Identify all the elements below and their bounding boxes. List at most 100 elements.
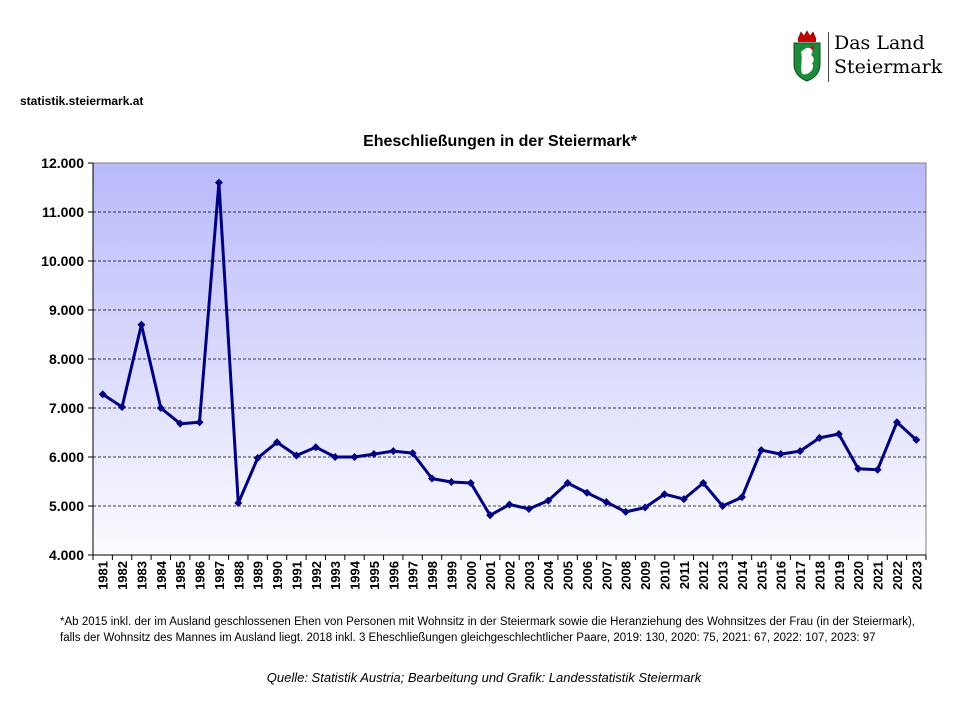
x-tick-label: 1992: [309, 561, 324, 590]
logo-text-das-land: Das Land: [834, 32, 925, 54]
site-url: statistik.steiermark.at: [20, 94, 144, 108]
x-tick-label: 1993: [328, 561, 343, 590]
data-point-1990: [273, 438, 282, 447]
data-point-1983: [137, 320, 146, 329]
x-axis-ticks: 1981 1982 1983 1984 1985 1986 1987 1988 1989 1990…: [92, 555, 927, 590]
x-tick-label: 2013: [716, 561, 731, 590]
data-point-2005: [563, 478, 572, 487]
x-tick-label: 2023: [909, 561, 924, 590]
x-tick-label: 1994: [348, 560, 363, 590]
y-tick-label: 6.000: [49, 449, 84, 465]
x-tick-label: 1983: [134, 561, 149, 590]
y-tick-label: 5.000: [49, 498, 84, 514]
x-tick-label: 1998: [425, 561, 440, 590]
y-tick-label: 11.000: [42, 204, 84, 220]
data-point-1992: [311, 443, 320, 452]
x-tick-label: 2017: [793, 561, 808, 590]
data-point-2007: [602, 498, 611, 507]
x-tick-label: 1989: [251, 561, 266, 590]
x-tick-label: 2015: [754, 561, 769, 590]
x-tick-label: 2022: [890, 561, 905, 590]
x-tick-label: 1991: [289, 561, 304, 590]
x-tick-label: 2018: [812, 561, 827, 590]
das-land-steiermark-logo: Das Land Steiermark: [790, 30, 942, 84]
data-point-1994: [350, 453, 359, 461]
data-point-1989: [253, 453, 262, 462]
data-point-2023: [912, 435, 921, 444]
data-point-2006: [582, 488, 591, 497]
x-tick-label: 2002: [503, 561, 518, 590]
data-point-2022: [892, 418, 901, 427]
data-point-1997: [408, 449, 417, 458]
data-point-2002: [505, 500, 514, 509]
data-point-1991: [292, 451, 301, 460]
logo-divider: [828, 32, 829, 82]
data-point-2010: [660, 490, 669, 499]
x-tick-label: 2021: [871, 561, 886, 590]
x-tick-label: 2012: [696, 561, 711, 590]
x-tick-label: 2014: [735, 560, 750, 590]
data-point-1986: [195, 418, 204, 427]
data-point-2012: [699, 478, 708, 487]
x-tick-label: 2001: [483, 561, 498, 590]
x-tick-label: 2007: [599, 561, 614, 590]
data-point-1999: [447, 477, 456, 486]
x-tick-label: 1986: [193, 561, 208, 590]
data-point-1984: [156, 404, 165, 412]
x-tick-label: 2008: [619, 561, 634, 590]
x-tick-label: 1985: [173, 561, 188, 590]
x-tick-label: 1999: [444, 561, 459, 590]
y-tick-label: 7.000: [49, 400, 84, 416]
data-point-1985: [176, 419, 185, 428]
x-tick-label: 2011: [677, 561, 692, 589]
data-point-2013: [718, 502, 727, 510]
y-tick-label: 12.000: [41, 155, 84, 171]
x-tick-label: 2009: [638, 561, 653, 590]
x-tick-label: 1990: [270, 561, 285, 590]
x-tick-label: 1987: [212, 561, 227, 590]
x-tick-label: 1997: [406, 561, 421, 590]
data-point-1988: [234, 499, 243, 508]
x-tick-label: 2005: [561, 561, 576, 590]
x-tick-label: 1988: [231, 561, 246, 590]
data-point-2021: [873, 465, 882, 474]
x-tick-label: 2020: [851, 561, 866, 590]
series-marriages: [98, 178, 921, 520]
x-tick-label: 2010: [657, 561, 672, 590]
y-tick-label: 10.000: [41, 253, 84, 269]
data-point-1987: [214, 178, 223, 187]
x-tick-label: 1984: [154, 560, 169, 590]
data-point-1993: [331, 453, 340, 461]
data-point-2000: [466, 478, 475, 487]
y-tick-label: 8.000: [49, 351, 84, 367]
data-point-1996: [389, 447, 398, 456]
data-point-2003: [524, 504, 533, 513]
y-tick-label: 4.000: [49, 547, 84, 563]
data-point-2011: [679, 495, 688, 504]
data-point-2014: [737, 493, 746, 502]
x-tick-label: 1995: [367, 561, 382, 590]
data-point-2016: [776, 450, 785, 459]
x-tick-label: 2016: [774, 561, 789, 590]
data-point-2019: [834, 429, 843, 438]
styrian-panther-crest-icon: [793, 30, 821, 82]
data-point-2020: [854, 464, 863, 473]
data-point-2001: [486, 511, 495, 520]
x-tick-label: 2003: [522, 561, 537, 590]
x-tick-label: 2004: [541, 560, 556, 590]
x-tick-label: 1982: [115, 561, 130, 590]
y-tick-label: 9.000: [49, 302, 84, 318]
data-point-2018: [815, 433, 824, 442]
data-point-2009: [641, 503, 650, 512]
chart-title: Eheschließungen in der Steiermark*: [363, 133, 637, 150]
x-tick-label: 2000: [464, 561, 479, 590]
x-tick-label: 2019: [832, 561, 847, 590]
data-point-1998: [428, 474, 437, 483]
data-point-2017: [796, 447, 805, 456]
data-point-2008: [621, 507, 630, 516]
logo-text-steiermark: Steiermark: [834, 56, 943, 78]
data-point-1982: [118, 403, 127, 412]
data-point-2015: [757, 446, 766, 455]
data-point-2004: [544, 496, 553, 505]
